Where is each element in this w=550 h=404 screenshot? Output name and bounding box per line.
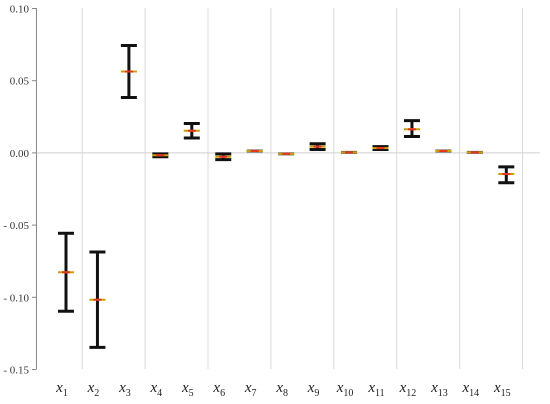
x-tick-label: x1: [55, 380, 68, 399]
x-tick-label: x9: [307, 380, 320, 399]
y-tick-label: 0.10: [10, 4, 30, 16]
error-bar-x3: [120, 44, 137, 100]
x-tick-label: x12: [399, 380, 417, 399]
error-bar-x5: [183, 122, 200, 140]
error-bar-x2: [89, 250, 106, 349]
x-tick-label: x14: [462, 380, 480, 399]
error-bar-x15: [498, 165, 515, 185]
error-bar-x4: [152, 152, 169, 159]
x-tick-label: x6: [212, 380, 225, 399]
x-axis: x1 x2 x3 x4 x5 x6 x7 x8 x9 x10 x11 x12 x13 x14 x15: [55, 380, 510, 399]
error-bar-x6: [215, 152, 232, 162]
x-tick-label: x4: [150, 380, 163, 399]
y-axis: 0.10 0.05 0.00 - 0.05 - 0.10 - 0.15: [3, 4, 37, 377]
y-tick-label: - 0.05: [3, 220, 29, 232]
y-tick-label: 0.00: [10, 148, 30, 160]
x-tick-label: x2: [87, 380, 100, 399]
x-tick-label: x15: [493, 380, 511, 399]
x-tick-label: x5: [181, 380, 194, 399]
y-tick-label: - 0.15: [3, 365, 29, 377]
error-bar-x11: [372, 145, 389, 152]
error-bar-x9: [309, 142, 326, 152]
error-bar-x12: [403, 119, 420, 139]
y-tick-label: 0.05: [10, 76, 30, 88]
x-tick-label: x13: [430, 380, 448, 399]
x-tick-label: x3: [118, 380, 131, 399]
error-bar-x1: [58, 231, 74, 313]
x-tick-label: x8: [275, 380, 288, 399]
x-tick-label: x7: [244, 380, 257, 399]
x-tick-label: x10: [336, 380, 354, 399]
y-tick-label: - 0.10: [3, 292, 29, 304]
grid-lines: [36, 8, 540, 369]
error-bars: [58, 44, 515, 349]
x-tick-label: x11: [367, 380, 384, 399]
